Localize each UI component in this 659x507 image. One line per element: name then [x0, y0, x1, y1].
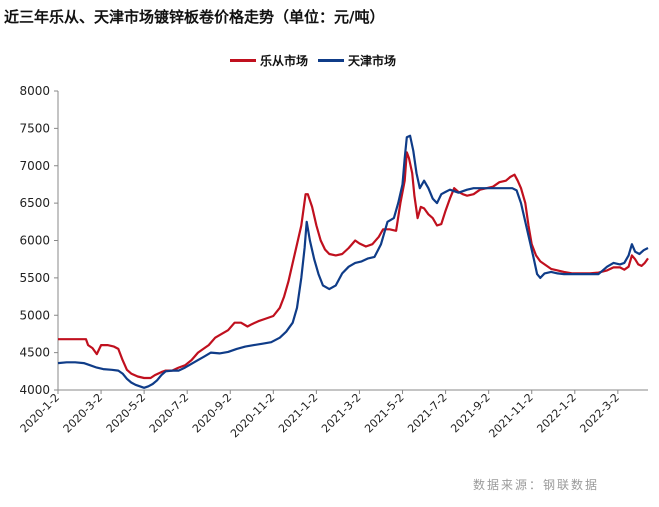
legend-item-tianjin: 天津市场 — [318, 52, 396, 69]
y-tick-label: 4000 — [19, 383, 50, 397]
y-tick-label: 5000 — [19, 308, 50, 322]
legend-swatch-lecong — [230, 59, 256, 62]
legend: 乐从市场 天津市场 — [230, 52, 396, 69]
y-tick-label: 6000 — [19, 234, 50, 248]
x-tick-label: 2020-5-2 — [104, 391, 149, 436]
x-tick-label: 2020-3-2 — [61, 391, 106, 436]
x-tick-label: 2020-9-2 — [190, 391, 235, 436]
x-tick-label: 2020-1-2 — [18, 391, 63, 436]
x-tick-label: 2022-1-2 — [534, 391, 579, 436]
chart-title: 近三年乐从、天津市场镀锌板卷价格走势（单位：元/吨） — [4, 8, 385, 26]
y-tick-label: 6500 — [19, 196, 50, 210]
x-tick-label: 2021-3-2 — [319, 391, 364, 436]
x-tick-label: 2021-9-2 — [448, 391, 493, 436]
y-tick-label: 4500 — [19, 346, 50, 360]
x-tick-label: 2020-7-2 — [147, 391, 192, 436]
y-tick-label: 5500 — [19, 271, 50, 285]
y-tick-label: 7500 — [19, 121, 50, 135]
legend-label-tianjin: 天津市场 — [348, 54, 397, 68]
x-tick-label: 2020-11-2 — [228, 391, 277, 440]
y-tick-label: 7000 — [19, 159, 50, 173]
legend-item-lecong: 乐从市场 — [230, 52, 308, 69]
x-tick-label: 2021-1-2 — [276, 391, 321, 436]
x-tick-label: 2021-5-2 — [362, 391, 407, 436]
legend-label-lecong: 乐从市场 — [260, 54, 309, 68]
series-line-tianjin — [57, 134, 649, 389]
y-tick-label: 8000 — [19, 84, 50, 98]
x-tick-label: 2022-3-2 — [577, 391, 622, 436]
data-source: 数据来源：钢联数据 — [472, 478, 599, 492]
x-tick-label: 2021-11-2 — [486, 391, 535, 440]
legend-swatch-tianjin — [318, 59, 345, 62]
x-tick-label: 2021-7-2 — [405, 391, 450, 436]
